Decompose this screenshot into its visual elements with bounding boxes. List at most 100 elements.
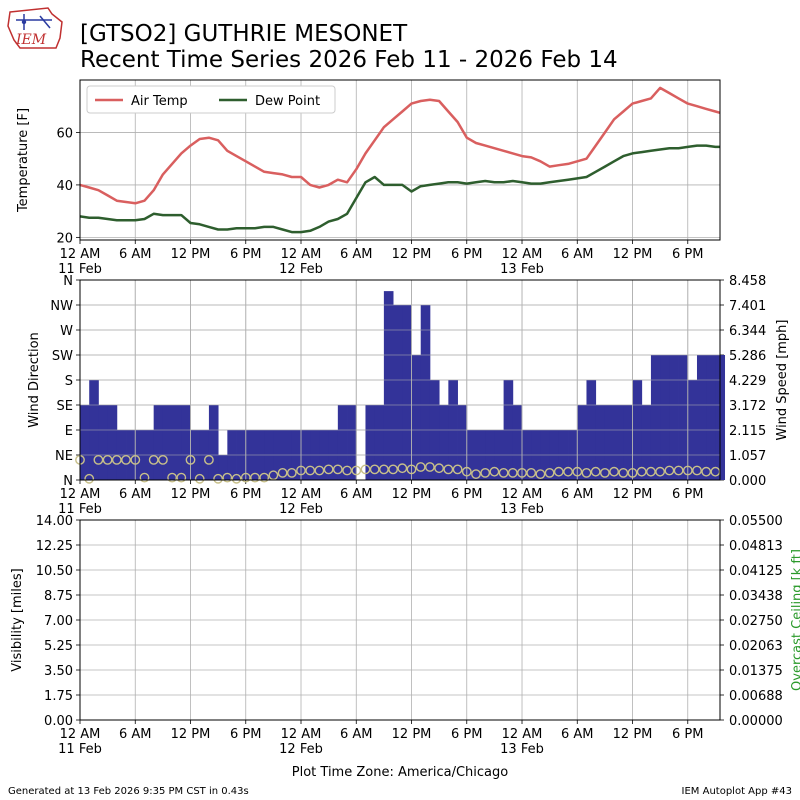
y-tick-label: NW: [50, 299, 73, 314]
legend-box: [86, 85, 336, 114]
y-tick-label: 8.75: [44, 589, 73, 604]
wind-direction-bar: [641, 405, 652, 480]
plot-frame: [79, 519, 721, 721]
wind-direction-bar: [678, 355, 689, 480]
y2-tick-label: 0.05500: [729, 514, 783, 529]
x-tick-label: 6 AM: [561, 247, 594, 262]
y-tick-label: 3.50: [44, 664, 73, 679]
wind-speed-marker: [369, 464, 380, 475]
wind-speed-marker: [544, 467, 555, 478]
iem-logo: IEM: [7, 7, 63, 49]
wind-direction-bar: [411, 355, 422, 480]
y-tick-label: S: [65, 374, 73, 389]
wind-direction-bar: [595, 405, 606, 480]
wind-speed-marker: [259, 472, 270, 483]
x-tick-label: 12 AM: [502, 727, 543, 742]
plot-frame: [79, 79, 721, 241]
y-tick-label: E: [65, 424, 73, 439]
wind-speed-marker: [443, 464, 454, 475]
y2-axis-label: Wind Speed [mph]: [775, 320, 790, 441]
wind-speed-marker: [351, 465, 362, 476]
wind-speed-marker: [609, 466, 619, 477]
y-axis-label: Wind Direction: [27, 332, 42, 428]
wind-speed-marker: [590, 466, 601, 477]
y-tick-label: SE: [57, 399, 73, 414]
wind-speed-marker: [121, 454, 131, 465]
wind-speed-marker: [526, 467, 537, 478]
wind-speed-marker: [111, 454, 122, 465]
x-tick-label: 6 PM: [672, 727, 703, 742]
chart-title: [GTSO2] GUTHRIE MESONET: [80, 21, 408, 47]
wind-speed-marker: [600, 467, 610, 478]
wind-direction-bar: [420, 305, 431, 480]
y-tick-label: 40: [56, 179, 73, 194]
wind-direction-bar: [439, 405, 449, 480]
wind-direction-bar: [614, 405, 624, 480]
wind-speed-marker: [157, 454, 168, 465]
y-tick-label: 1.75: [44, 689, 73, 704]
x-tick-label: 6 PM: [451, 727, 482, 742]
x-tick-label: 12 AM: [60, 247, 101, 262]
y-axis-label: Visibility [miles]: [10, 568, 25, 671]
wind-speed-marker: [563, 466, 573, 477]
x-tick-label: 12 PM: [171, 727, 211, 742]
wind-direction-bar: [337, 405, 348, 480]
x-tick-label: 6 AM: [340, 487, 373, 502]
y2-tick-label: 0.01375: [729, 664, 783, 679]
x-tick-label: 6 AM: [119, 487, 152, 502]
wind-speed-marker: [498, 467, 509, 478]
wind-speed-marker: [240, 472, 251, 483]
wind-speed-marker: [167, 472, 178, 483]
wind-speed-marker: [314, 465, 325, 476]
wind-speed-marker: [406, 464, 417, 475]
x-date-label: 11 Feb: [58, 502, 102, 517]
generated-note: Generated at 13 Feb 2026 9:35 PM CST in …: [8, 786, 249, 797]
wind-direction-bar: [457, 405, 468, 480]
x-tick-label: 12 PM: [392, 487, 432, 502]
wind-direction-bar: [374, 405, 385, 480]
wind-speed-marker: [176, 472, 187, 483]
wind-speed-marker: [415, 462, 426, 472]
x-tick-label: 6 PM: [230, 727, 261, 742]
wind-speed-marker: [360, 464, 371, 475]
x-tick-label: 12 PM: [613, 487, 653, 502]
x-tick-label: 6 PM: [672, 487, 703, 502]
x-tick-label: 6 AM: [340, 727, 373, 742]
wind-speed-marker: [434, 463, 444, 474]
y2-tick-label: 7.401: [729, 299, 766, 314]
wind-speed-marker: [682, 465, 693, 476]
x-date-label: 12 Feb: [279, 262, 323, 277]
wind-speed-marker: [378, 464, 389, 475]
wind-panel: N NE E SE S SW W NW N 0.000 1.057 2.115 3.172 4.229 5.…: [27, 274, 790, 517]
legend: Air Temp Dew Point: [86, 85, 336, 114]
wind-direction-bar: [172, 405, 182, 480]
wind-direction-bar: [153, 405, 164, 480]
wind-speed-marker: [185, 454, 196, 465]
wind-speed-marker: [480, 467, 491, 478]
wind-direction-bar: [577, 405, 587, 480]
wind-direction-bar: [669, 355, 679, 480]
wind-direction-bar: [393, 305, 403, 480]
wind-direction-bar: [98, 405, 109, 480]
wind-speed-marker: [139, 472, 150, 483]
temperature-panel: 20 40 60 12 AM 6 AM 12 PM 6 PM 12 AM 6 AM 12 PM 6 …: [16, 79, 721, 277]
y2-tick-label: 0.00688: [729, 689, 783, 704]
y-tick-label: 20: [56, 231, 73, 246]
x-tick-label: 12 PM: [613, 727, 653, 742]
wind-speed-marker: [507, 467, 518, 478]
y2-tick-label: 0.04813: [729, 539, 783, 554]
y-tick-label: 0.00: [44, 714, 73, 729]
x-tick-label: 12 AM: [281, 247, 322, 262]
y2-tick-label: 8.458: [729, 274, 766, 289]
wind-direction-bar: [218, 455, 228, 480]
y2-tick-label: 5.286: [729, 349, 766, 364]
y2-tick-label: 0.03438: [729, 589, 783, 604]
y-tick-label: 12.25: [36, 539, 73, 554]
wind-direction-bar: [162, 405, 173, 480]
y-tick-label: 10.50: [36, 564, 73, 579]
x-tick-label: 12 PM: [392, 727, 432, 742]
x-tick-label: 12 AM: [60, 727, 101, 742]
wind-speed-marker: [203, 454, 214, 465]
x-tick-label: 12 AM: [281, 727, 322, 742]
wind-direction-bar: [365, 405, 376, 480]
